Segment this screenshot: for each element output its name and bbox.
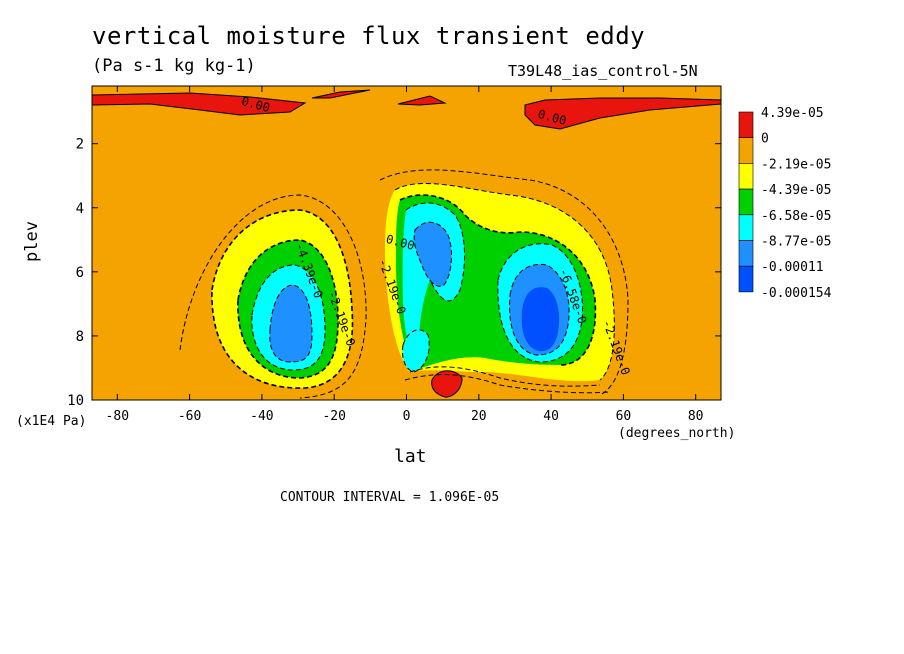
- legend-label: 4.39e-05: [761, 106, 824, 121]
- legend-swatch: [738, 240, 754, 267]
- legend-label: -8.77e-05: [761, 235, 831, 250]
- fill-positive-top-left: [92, 92, 307, 116]
- x-tick-label: 80: [688, 409, 704, 424]
- y-tick-label: 10: [67, 393, 84, 409]
- fill-mid-low-cyan: [402, 329, 430, 372]
- legend-swatch: [738, 137, 754, 164]
- legend-label: 0: [761, 132, 769, 147]
- legend-label: -4.39e-05: [761, 183, 831, 198]
- fill-positive-top-mid2: [397, 95, 447, 106]
- legend-label: -2.19e-05: [761, 157, 831, 172]
- fill-left-blue: [269, 285, 312, 362]
- x-tick-label: 60: [616, 409, 632, 424]
- x-tick-label: 20: [471, 409, 487, 424]
- legend-label: -0.00011: [761, 260, 824, 275]
- y-tick-label: 8: [76, 329, 84, 345]
- fill-positive-top-mid: [311, 89, 371, 99]
- x-tick-label: -40: [250, 409, 273, 424]
- colorbar-legend: 4.39e-05 0 -2.19e-05 -4.39e-05 -6.58e-05 -8.7…: [738, 106, 832, 301]
- negative-contours: [179, 169, 629, 399]
- fill-mid-blue: [414, 222, 452, 287]
- x-tick-label: 40: [543, 409, 559, 424]
- axis-ticks: -80 -60 -40 -20 0 20 40 60 80 2 4 6 8 10: [67, 86, 721, 424]
- x-tick-label: -20: [322, 409, 345, 424]
- fill-right-darkblue: [521, 287, 560, 352]
- chart-title: vertical moisture flux transient eddy: [92, 22, 646, 50]
- contour-interval: CONTOUR INTERVAL = 1.096E-05: [280, 490, 500, 505]
- y-tick-label: 6: [76, 265, 84, 281]
- fill-positive-top-right: [524, 97, 721, 130]
- legend-swatch: [738, 214, 754, 241]
- legend-label: -0.000154: [761, 286, 832, 301]
- x-axis-units: (degrees_north): [618, 426, 736, 441]
- chart-units: (Pa s-1 kg kg-1): [92, 56, 256, 76]
- x-tick-label: -60: [178, 409, 201, 424]
- x-tick-label: 0: [403, 409, 411, 424]
- legend-swatch: [738, 265, 754, 293]
- legend-swatch: [738, 111, 754, 139]
- fill-positive-surface: [431, 370, 463, 398]
- legend-label: -6.58e-05: [761, 209, 831, 224]
- x-axis-label: lat: [394, 446, 427, 467]
- y-axis-units: (x1E4 Pa): [16, 414, 87, 429]
- x-tick-label: -80: [106, 409, 129, 424]
- y-tick-label: 2: [76, 137, 84, 153]
- legend-swatch: [738, 163, 754, 190]
- dataset-name: T39L48_ias_control-5N: [508, 62, 698, 80]
- y-tick-label: 4: [76, 201, 84, 217]
- legend-swatch: [738, 188, 754, 216]
- contour-fill: [92, 86, 721, 400]
